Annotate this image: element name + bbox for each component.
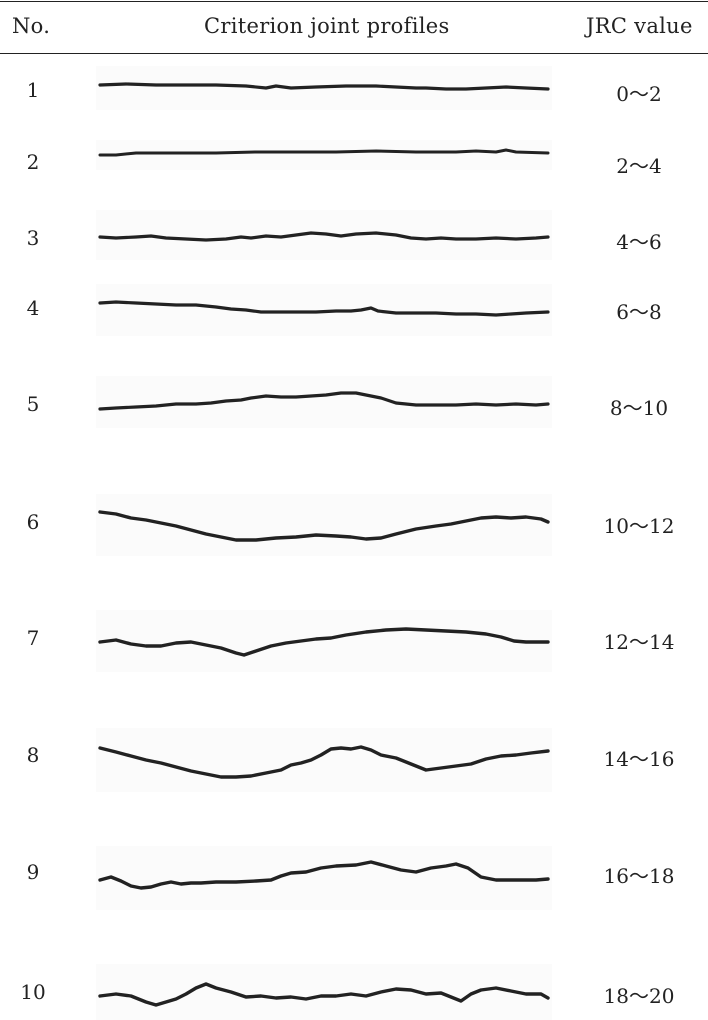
profile-line-10 — [98, 982, 550, 1007]
row-4-number: 4 — [26, 296, 40, 320]
row-6-profile — [96, 494, 552, 556]
row-1-profile — [96, 66, 552, 110]
row-3-jrc: 4～6 — [616, 230, 662, 254]
header-profiles: Criterion joint profiles — [204, 14, 450, 38]
row-2-number: 2 — [26, 150, 40, 174]
row-7-jrc: 12～14 — [603, 630, 675, 654]
profile-line-1 — [98, 82, 550, 91]
profile-line-5 — [98, 391, 550, 411]
row-3-number: 3 — [26, 226, 40, 250]
row-1-jrc: 0～2 — [616, 82, 662, 106]
row-7-profile — [96, 610, 552, 672]
row-5-number: 5 — [26, 392, 40, 416]
row-8-number: 8 — [26, 743, 40, 767]
profile-line-7 — [98, 627, 550, 657]
profile-line-2 — [98, 148, 550, 157]
row-6-jrc: 10～12 — [603, 514, 675, 538]
header-no: No. — [12, 14, 51, 38]
header-jrc: JRC value — [586, 14, 693, 38]
row-3-profile — [96, 210, 552, 260]
row-5-jrc: 8～10 — [609, 396, 669, 420]
row-4-jrc: 6～8 — [616, 300, 662, 324]
row-2-jrc: 2～4 — [616, 154, 662, 178]
row-5-profile — [96, 376, 552, 428]
profile-line-3 — [98, 231, 550, 242]
row-6-number: 6 — [26, 510, 40, 534]
profile-line-8 — [98, 745, 550, 779]
row-7-number: 7 — [26, 626, 40, 650]
profile-line-6 — [98, 510, 550, 542]
row-10-profile — [96, 964, 552, 1020]
row-8-profile — [96, 728, 552, 792]
row-8-jrc: 14～16 — [603, 747, 675, 771]
table-header-rule — [0, 53, 708, 54]
row-10-number: 10 — [20, 980, 46, 1004]
row-9-jrc: 16～18 — [603, 864, 675, 888]
row-4-profile — [96, 284, 552, 336]
row-1-number: 1 — [26, 78, 40, 102]
profile-line-9 — [98, 860, 550, 890]
profile-line-4 — [98, 300, 550, 317]
row-2-profile — [96, 140, 552, 170]
row-9-profile — [96, 846, 552, 910]
row-9-number: 9 — [26, 860, 40, 884]
row-10-jrc: 18～20 — [603, 984, 675, 1008]
table-top-rule — [0, 1, 708, 2]
